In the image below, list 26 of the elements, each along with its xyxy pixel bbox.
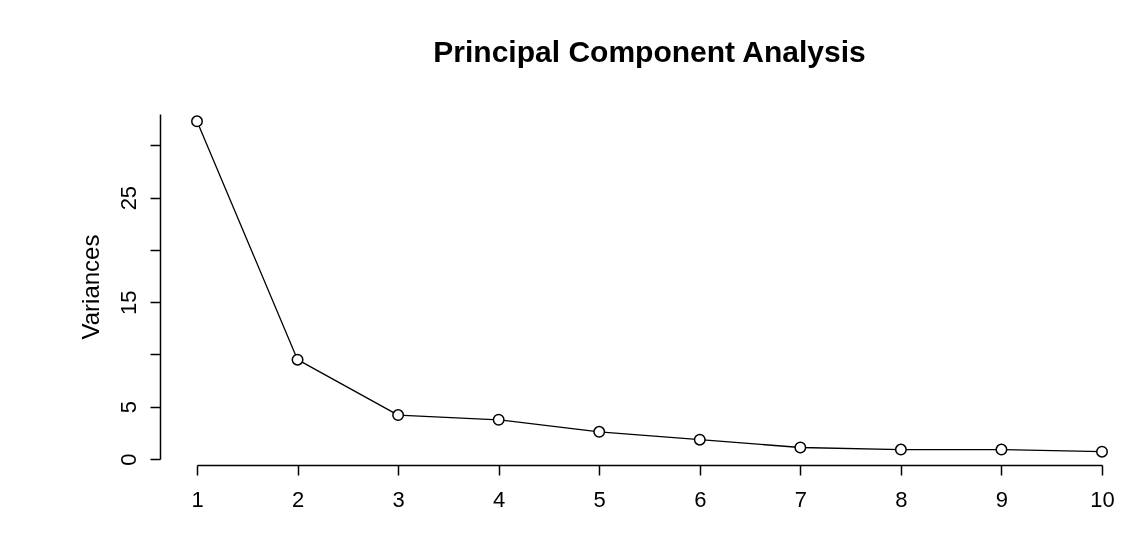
y-tick-label: 25 [115,185,141,211]
x-tick-label: 1 [191,486,204,512]
point [693,433,706,446]
x-tick-label: 3 [392,486,405,512]
x-tick-label: 7 [794,486,807,512]
chart-title: Principal Component Analysis [433,35,866,69]
x-tick-label: 2 [291,486,305,512]
point [894,443,907,456]
x-tick-label: 5 [593,486,606,512]
x-tick-label: 9 [995,486,1009,512]
x-tick-label: 6 [694,486,707,512]
point [1096,445,1108,458]
point [191,115,203,128]
point [291,353,304,366]
y-axis-title: Variances [76,234,104,340]
point [995,443,1008,456]
point [593,425,606,438]
point [492,413,505,426]
x-tick-label: 4 [493,486,506,512]
x-tick-label: 10 [1090,486,1115,512]
y-tick-label: 15 [115,290,141,315]
y-tick-label: 5 [115,401,141,414]
point [794,441,807,454]
y-tick-label: 0 [115,453,141,466]
x-tick-label: 8 [895,486,908,512]
point [392,409,405,422]
